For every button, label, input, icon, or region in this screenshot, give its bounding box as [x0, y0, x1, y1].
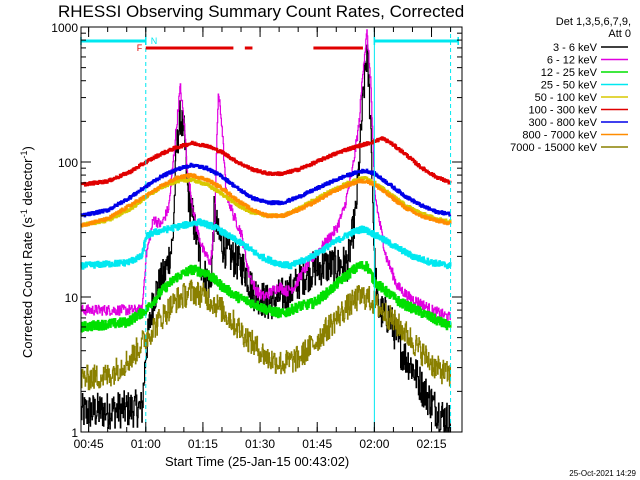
legend-label-6: 100 - 300 keV [529, 105, 598, 117]
series-line-2 [80, 29, 451, 322]
legend-label-3: 12 - 25 keV [541, 67, 598, 79]
x-tick-label: 00:45 [74, 437, 104, 451]
chart-title: RHESSI Observing Summary Count Rates, Co… [58, 2, 464, 21]
plot-frame [80, 26, 463, 433]
legend-header-2: Att 0 [608, 28, 631, 40]
series-line-6 [80, 136, 452, 187]
legend-label-9: 7000 - 15000 keV [510, 142, 598, 154]
legend-label-4: 25 - 50 keV [541, 80, 598, 92]
legend-label-5: 50 - 100 keV [535, 92, 598, 104]
series-line-9 [80, 279, 451, 391]
series-line-7 [80, 162, 452, 218]
series-line-3 [80, 261, 452, 333]
y-axis-label: Corrected Count Rate (s-1 detector-1) [19, 146, 35, 358]
y-tick-label: 100 [58, 156, 78, 170]
legend-label-8: 800 - 7000 keV [522, 130, 597, 142]
legend-label-2: 6 - 12 keV [547, 55, 598, 67]
series-line-4 [80, 218, 452, 270]
y-tick-label: 1 [71, 426, 78, 440]
x-tick-label: 01:00 [131, 437, 161, 451]
legend-label-1: 3 - 6 keV [553, 42, 598, 54]
plot-area: NF 1 10 100 1000 00:45 01:00 01:15 01:30 01:45 02:… [51, 21, 463, 451]
y-tick-label: 1000 [51, 21, 78, 35]
y-tick-label: 10 [65, 291, 79, 305]
series-group [80, 29, 452, 433]
footer-date: 25-Oct-2021 14:29 [569, 469, 636, 478]
x-tick-label: 01:15 [188, 437, 218, 451]
legend-label-7: 300 - 800 keV [529, 117, 598, 129]
attenuator-label: N [151, 36, 158, 46]
flare-label: F [137, 43, 143, 53]
series-line-1 [80, 44, 451, 433]
x-tick-label: 01:30 [245, 437, 275, 451]
x-tick-label: 02:00 [359, 437, 389, 451]
x-tick-label: 02:15 [417, 437, 447, 451]
x-axis-label: Start Time (25-Jan-15 00:43:02) [165, 454, 349, 469]
legend-header-1: Det 1,3,5,6,7,9, [556, 16, 631, 28]
series-line-8 [80, 172, 452, 228]
x-tick-label: 01:45 [302, 437, 332, 451]
